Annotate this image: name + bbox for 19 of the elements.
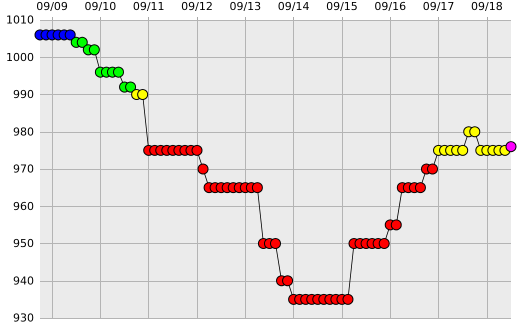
x-tick-label: 09/15	[326, 0, 358, 13]
y-tick-label: 990	[13, 88, 34, 101]
x-tick-label: 09/11	[132, 0, 165, 13]
x-tick-label: 09/13	[229, 0, 262, 13]
y-tick-label: 940	[13, 274, 34, 288]
y-tick-label: 950	[13, 237, 34, 250]
x-tick-label: 09/16	[374, 0, 406, 13]
y-tick-label: 1000	[6, 50, 34, 64]
y-tick-label: 970	[13, 162, 34, 176]
y-tick-label: 1010	[6, 14, 34, 26]
x-tick-label: 09/09	[36, 0, 68, 13]
x-tick-label: 09/10	[84, 0, 116, 13]
x-tick-label: 09/18	[470, 0, 503, 13]
x-tick-label: 09/14	[278, 0, 310, 13]
x-tick-label: 09/12	[181, 0, 213, 13]
y-tick-label: 960	[13, 200, 34, 213]
y-tick-label: 980	[13, 125, 34, 138]
y-tick-label: 930	[13, 312, 34, 324]
x-tick-label: 09/17	[422, 0, 454, 13]
